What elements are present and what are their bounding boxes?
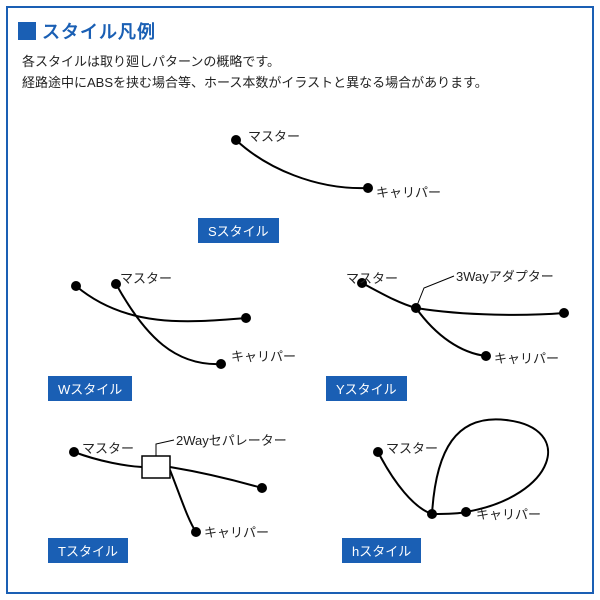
h-master-label: マスター [386, 438, 438, 457]
h-c2-dot [461, 507, 471, 517]
header-square-icon [18, 22, 36, 40]
header: スタイル凡例 [8, 8, 592, 48]
h-c1-dot [427, 509, 437, 519]
page-title: スタイル凡例 [42, 18, 156, 44]
h-hose1 [432, 512, 466, 514]
h-style-label: hスタイル [342, 538, 421, 563]
diagram-canvas: Sスタイル マスター キャリパー Wスタイル マスター キャリパー Yスタイル … [16, 118, 584, 584]
desc-line2: 経路途中にABSを挟む場合等、ホース本数がイラストと異なる場合があります。 [22, 73, 578, 94]
outer-frame: スタイル凡例 各スタイルは取り廻しパターンの概略です。 経路途中にABSを挟む場… [6, 6, 594, 594]
description: 各スタイルは取り廻しパターンの概略です。 経路途中にABSを挟む場合等、ホース本… [8, 48, 592, 94]
h-hose0 [378, 452, 432, 514]
h-caliper-label: キャリパー [476, 504, 541, 523]
desc-line1: 各スタイルは取り廻しパターンの概略です。 [22, 52, 578, 73]
h-hose2 [432, 419, 548, 514]
h-master-dot [373, 447, 383, 457]
